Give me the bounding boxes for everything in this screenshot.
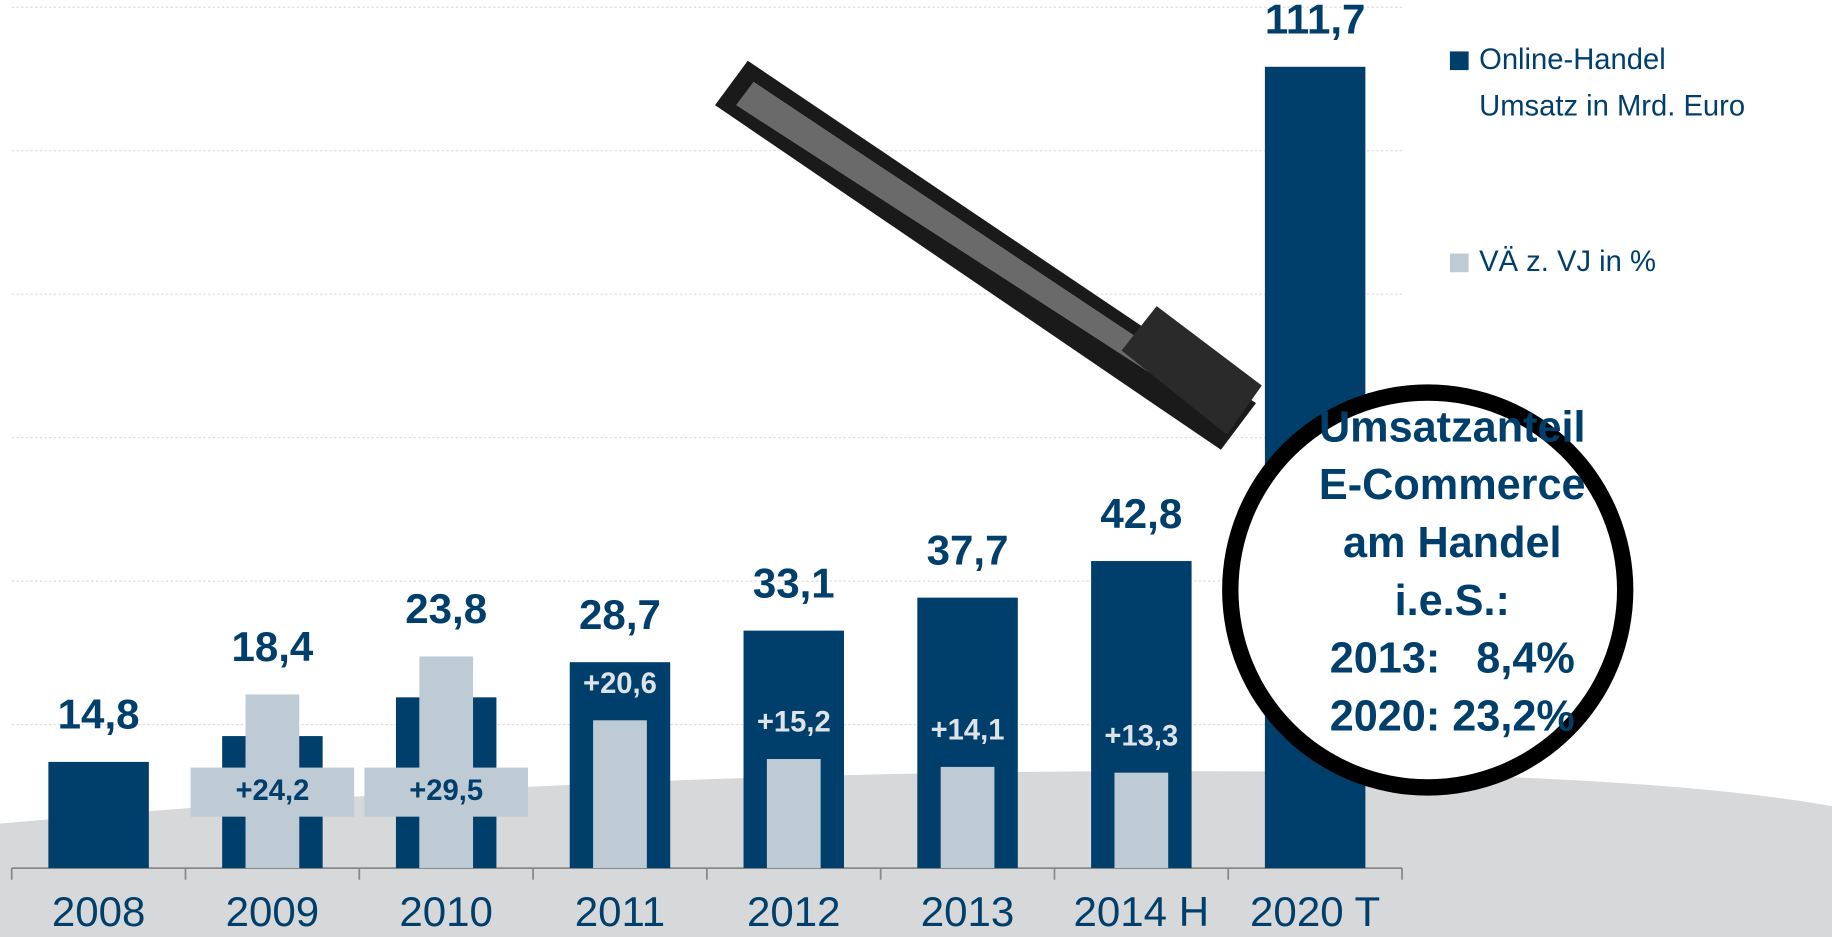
legend-label: VÄ z. VJ in % <box>1479 246 1656 278</box>
page: {"chart_data": {"type": "bar", "categori… <box>0 0 1832 937</box>
value-label: +14,1 <box>931 715 1005 747</box>
bar <box>941 767 995 868</box>
annotation: 2020: 23,2% <box>1330 693 1575 741</box>
x-tick-label: 2011 <box>575 888 665 935</box>
x-tick-label: 2020 T <box>1250 888 1380 935</box>
value-label: 111,7 <box>1265 0 1366 42</box>
x-tick-label: 2008 <box>52 888 146 935</box>
bar <box>419 656 473 868</box>
x-tick-label: 2009 <box>226 888 320 935</box>
legend-swatch <box>1450 51 1469 70</box>
chart: 2008 14,8 2009 +24,2 18,4 2010 +29,5 23,8 2011 +2… <box>0 0 1832 937</box>
annotation: E-Commerce <box>1319 461 1586 509</box>
legend-swatch <box>1450 254 1469 273</box>
value-label: 37,7 <box>927 526 1009 573</box>
value-label: 14,8 <box>58 691 140 738</box>
x-tick-label: 2014 H <box>1074 888 1210 935</box>
value-label: 23,8 <box>405 585 487 632</box>
value-label: 33,1 <box>753 559 835 606</box>
value-label: +13,3 <box>1104 720 1178 752</box>
bar <box>593 720 647 868</box>
value-label: 18,4 <box>231 623 313 670</box>
value-label: 28,7 <box>579 591 661 638</box>
bar <box>48 762 148 868</box>
x-tick-label: 2010 <box>399 888 493 935</box>
annotation: 2013: 8,4% <box>1330 635 1575 683</box>
annotation: Umsatzanteil <box>1319 403 1586 451</box>
annotation: i.e.S.: <box>1395 577 1510 625</box>
value-label: +24,2 <box>235 775 309 807</box>
value-label: 42,8 <box>1100 490 1182 537</box>
annotation: am Handel <box>1343 519 1562 567</box>
value-label: +15,2 <box>757 707 831 739</box>
bar <box>1114 773 1168 868</box>
value-label: +29,5 <box>409 775 483 807</box>
x-tick-label: 2013 <box>921 888 1015 935</box>
x-tick-label: 2012 <box>747 888 841 935</box>
value-label: +20,6 <box>583 668 657 700</box>
bar <box>767 759 821 868</box>
